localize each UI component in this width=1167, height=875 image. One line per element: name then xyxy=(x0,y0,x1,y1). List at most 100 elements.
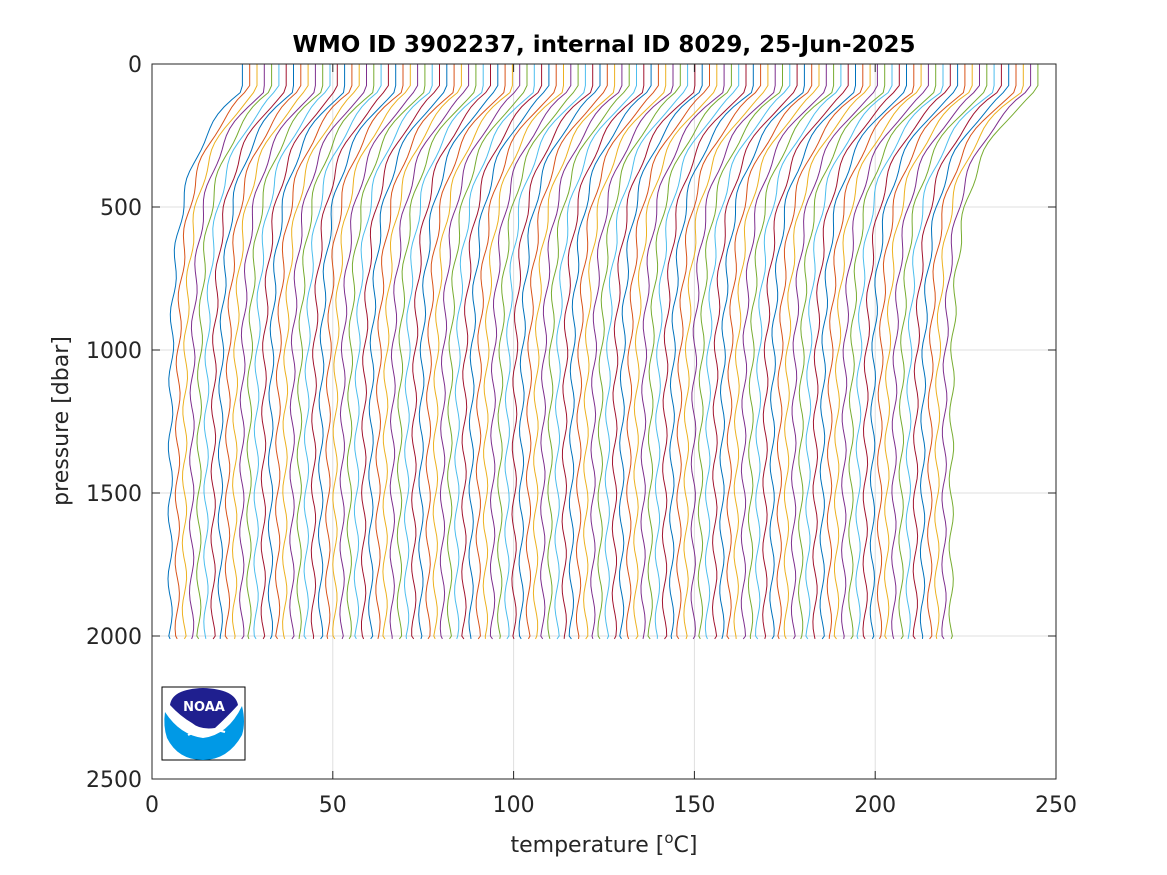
profile-line xyxy=(489,64,572,640)
profile-line xyxy=(869,64,959,640)
profile-line xyxy=(217,64,294,639)
profile-line xyxy=(755,64,842,640)
x-tick-label: 200 xyxy=(854,793,896,818)
x-tick-label: 50 xyxy=(319,793,347,818)
profile-line xyxy=(704,64,791,640)
profile-line xyxy=(396,64,477,640)
profile-line xyxy=(368,64,448,640)
profile-line xyxy=(375,64,455,640)
profile-line xyxy=(568,64,652,640)
profile-line xyxy=(203,64,280,640)
profile-line xyxy=(812,64,900,640)
logo-wave-line xyxy=(187,728,226,736)
profile-line xyxy=(525,64,608,640)
logo-upper-dome xyxy=(170,688,238,729)
profile-line xyxy=(583,64,667,640)
profile-line xyxy=(332,64,411,640)
profile-line xyxy=(289,64,367,640)
profile-line xyxy=(547,64,630,640)
x-axis-label: temperature [oC] xyxy=(510,829,697,858)
profile-line xyxy=(926,64,1017,640)
profile-line xyxy=(683,64,769,640)
profile-line xyxy=(805,64,893,640)
y-tick-label: 2500 xyxy=(86,768,142,793)
profile-line xyxy=(418,64,499,640)
profile-line xyxy=(260,64,338,640)
profile-line xyxy=(833,64,922,640)
profile-line xyxy=(518,64,601,640)
profile-line xyxy=(797,64,886,640)
profile-line xyxy=(425,64,506,640)
profile-line xyxy=(898,64,988,640)
profile-line xyxy=(432,64,513,640)
profile-line xyxy=(740,64,827,640)
profile-line xyxy=(733,64,820,639)
profile-line xyxy=(676,64,762,640)
profile-line xyxy=(353,64,433,640)
profile-line xyxy=(475,64,557,640)
profile-line xyxy=(719,64,805,640)
profile-line xyxy=(561,64,645,639)
profile-line xyxy=(339,64,419,640)
profile-line xyxy=(941,64,1032,640)
profile-line xyxy=(776,64,864,640)
profile-line xyxy=(633,64,718,640)
profile-line xyxy=(919,64,1010,639)
profile-line xyxy=(196,64,273,640)
profile-line xyxy=(210,64,287,640)
profile-line xyxy=(504,64,586,640)
profile-line xyxy=(497,64,579,640)
y-tick-label: 1500 xyxy=(86,482,142,507)
profile-line xyxy=(346,64,426,640)
profile-line xyxy=(590,64,674,640)
grid-lines xyxy=(152,64,1056,779)
profile-line xyxy=(275,64,353,640)
y-tick-label: 1000 xyxy=(86,339,142,364)
profile-line xyxy=(697,64,783,640)
plot-frame xyxy=(151,63,1057,780)
profile-line xyxy=(711,64,798,640)
profile-line xyxy=(905,64,995,639)
profile-line xyxy=(403,64,484,639)
x-tick-label: 250 xyxy=(1035,793,1077,818)
profile-line xyxy=(253,64,331,640)
profile-line xyxy=(325,64,404,640)
profile-line xyxy=(747,64,835,639)
profile-line xyxy=(762,64,849,640)
profile-line xyxy=(231,64,309,639)
profile-line xyxy=(246,64,324,640)
x-tick-label: 150 xyxy=(673,793,715,818)
profile-line xyxy=(884,64,973,640)
profile-line xyxy=(647,64,732,640)
profile-line xyxy=(848,64,937,640)
profile-line xyxy=(303,64,382,640)
profile-line xyxy=(597,64,681,640)
y-axis-label: pressure [dbar] xyxy=(49,336,74,506)
profile-line xyxy=(461,64,543,640)
profile-line xyxy=(661,64,747,640)
profile-line xyxy=(382,64,462,640)
y-tick-label: 500 xyxy=(100,196,142,221)
profile-line xyxy=(640,64,725,640)
profile-line xyxy=(575,64,659,639)
profile-line xyxy=(876,64,966,640)
logo-lower-wave xyxy=(164,706,244,760)
profile-line xyxy=(296,64,375,639)
x-tick-label: 0 xyxy=(145,793,159,818)
profile-line xyxy=(912,64,1002,640)
profile-line xyxy=(862,64,951,640)
profile-line xyxy=(855,64,944,640)
profile-line xyxy=(934,64,1024,640)
profile-line xyxy=(654,64,740,639)
chart-title: WMO ID 3902237, internal ID 8029, 25-Jun… xyxy=(292,32,915,58)
profile-line xyxy=(468,64,550,639)
profile-line xyxy=(554,64,637,640)
profile-line xyxy=(188,64,265,640)
profile-line xyxy=(446,64,528,640)
profile-line xyxy=(267,64,346,640)
profile-line xyxy=(317,64,397,640)
profile-line xyxy=(618,64,703,640)
profile-line xyxy=(360,64,440,640)
